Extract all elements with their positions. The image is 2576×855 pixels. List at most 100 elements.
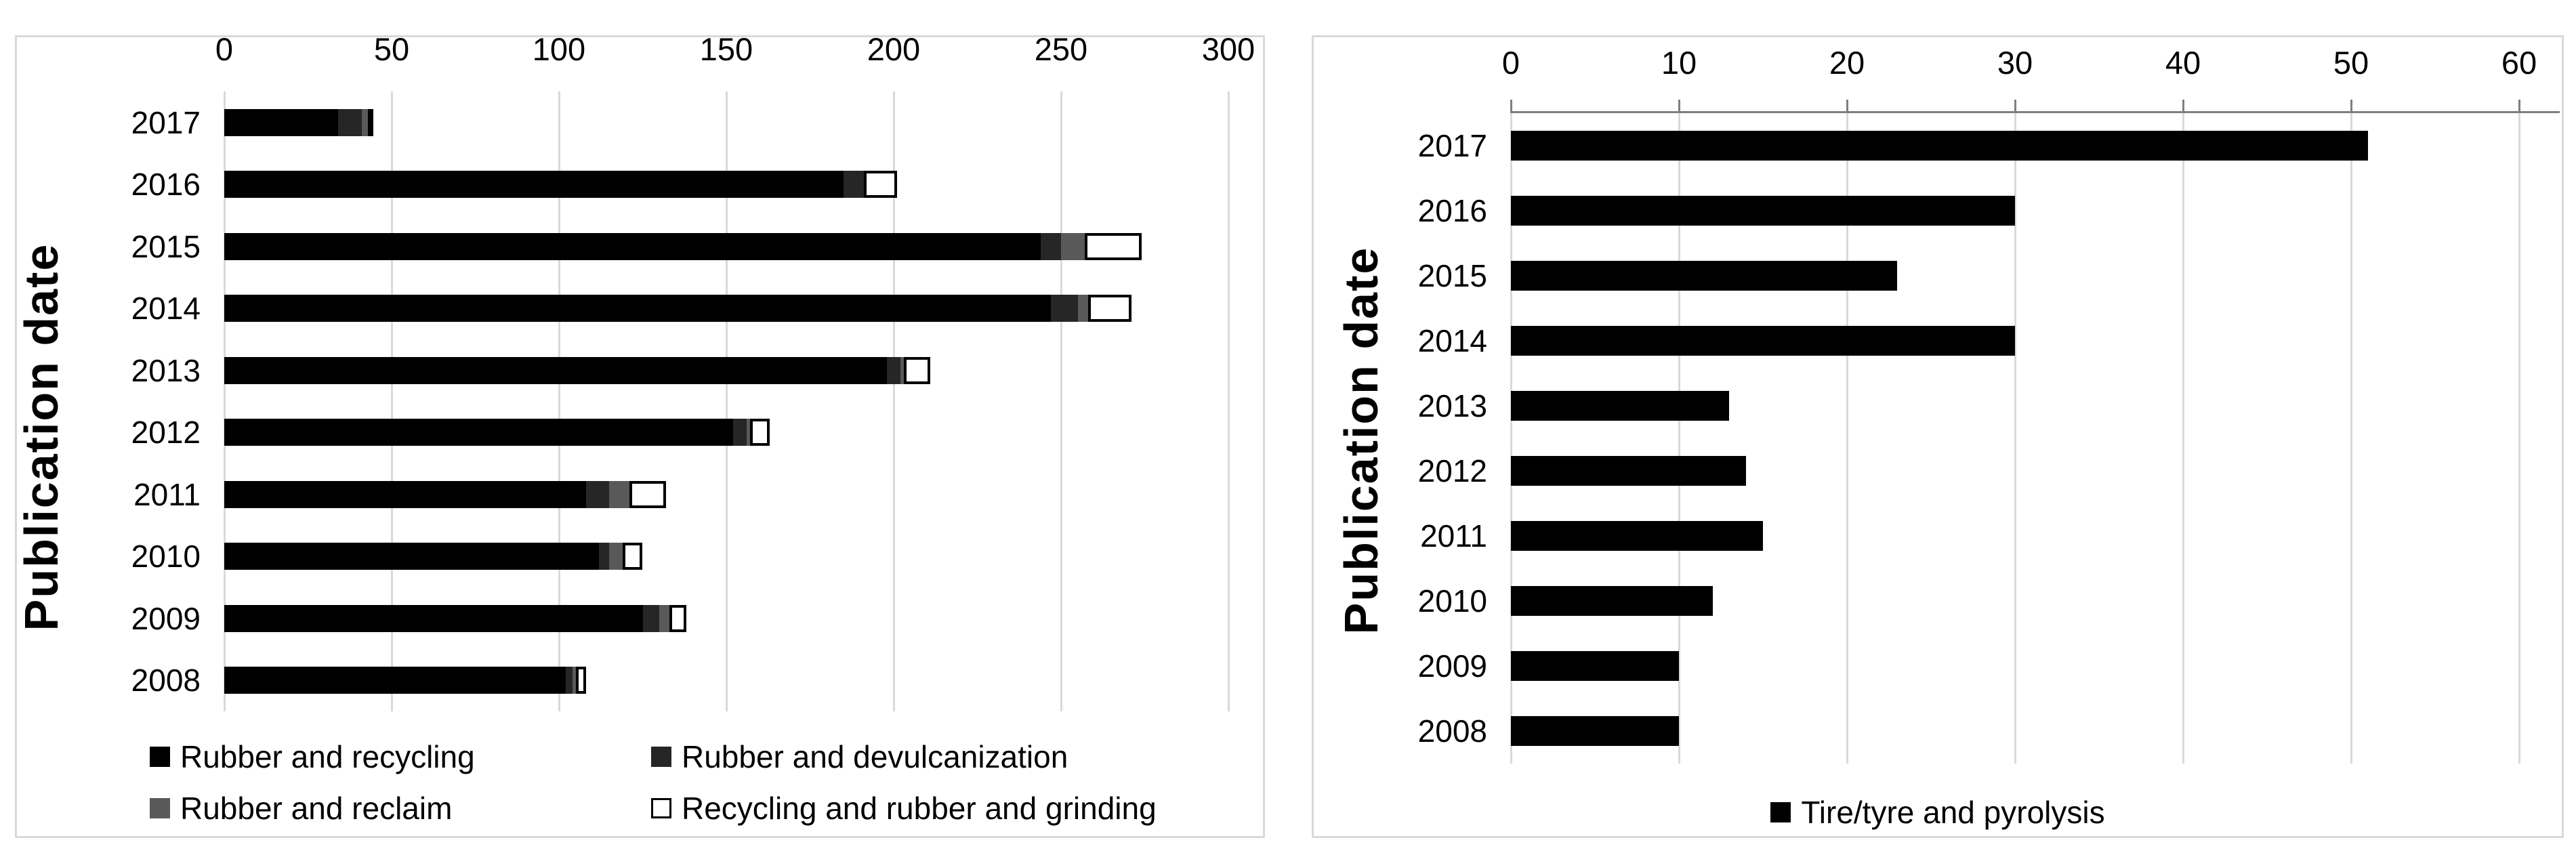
gridline: [1678, 113, 1680, 764]
year-label: 2008: [1417, 713, 1487, 749]
year-label: 2014: [1417, 323, 1487, 358]
x-tick-label: 50: [373, 31, 410, 67]
x-tick-mark: [2014, 100, 2016, 112]
x-tick-label: 0: [215, 31, 234, 67]
year-label: 2009: [1417, 648, 1487, 684]
bar-segment-tire-tyre-and-pyrolysis: [1511, 651, 1679, 681]
x-tick-mark: [2182, 100, 2184, 112]
bar-segment-rubber-and-reclaim: [1061, 232, 1085, 260]
bar-segment-rubber-and-devulcanization: [1041, 232, 1061, 260]
year-label: 2016: [131, 167, 201, 203]
year-label: 2015: [1417, 258, 1487, 293]
x-tick-label: 30: [1997, 45, 2033, 81]
bar-segment-rubber-and-devulcanization: [843, 171, 864, 199]
bar-segment-recycling-and-rubber-and-grinding: [903, 356, 931, 384]
year-label: 2011: [133, 476, 201, 512]
legend-label: Recycling and rubber and grinding: [682, 791, 1157, 826]
bar-segment-rubber-and-recycling: [224, 171, 844, 199]
year-label: 2011: [1420, 518, 1487, 554]
bar-segment-recycling-and-rubber-and-grinding: [622, 543, 643, 570]
year-label: 2013: [131, 352, 201, 388]
gridline: [1227, 91, 1230, 711]
x-tick-label: 40: [2165, 45, 2201, 81]
legend-item-tire-tyre-and-pyrolysis: Tire/tyre and pyrolysis: [1770, 795, 2105, 830]
gridline: [1060, 91, 1062, 711]
bar-segment-tire-tyre-and-pyrolysis: [1511, 131, 2368, 161]
right-plot-area: 0 10 20 30 40 50 60 2017 2016 2015 2014 2013 2012 201…: [1418, 45, 2560, 764]
legend-label: Tire/tyre and pyrolysis: [1801, 795, 2105, 830]
legend-item-rubber-and-recycling: Rubber and recycling: [150, 739, 651, 774]
x-tick-label: 60: [2501, 45, 2537, 81]
year-label: 2012: [131, 415, 201, 451]
bar-segment-rubber-and-devulcanization: [887, 356, 900, 384]
bar-segment-rubber-and-reclaim: [609, 543, 623, 570]
x-tick-label: 150: [699, 31, 753, 67]
year-label: 2010: [1417, 583, 1487, 619]
gridline: [1846, 113, 1848, 764]
bar-segment-rubber-and-recycling: [224, 480, 586, 508]
legend-swatch-black-icon: [150, 747, 170, 767]
bar-segment-rubber-and-reclaim: [746, 419, 750, 446]
year-label: 2008: [131, 663, 201, 698]
gridline: [1510, 113, 1512, 764]
bar-segment-rubber-and-recycling: [224, 295, 1052, 322]
year-label: 2017: [131, 104, 201, 140]
bar-segment-tire-tyre-and-pyrolysis: [1511, 326, 2015, 356]
bar-segment-rubber-and-recycling: [224, 604, 643, 632]
x-tick-label: 200: [867, 31, 921, 67]
x-axis-line: [1510, 111, 2560, 113]
bar-segment-rubber-and-recycling: [224, 232, 1041, 260]
bar-segment-rubber-and-recycling: [224, 108, 338, 136]
bar-segment-rubber-and-devulcanization: [1051, 295, 1078, 322]
bar-segment-recycling-and-rubber-and-grinding: [629, 480, 667, 508]
x-tick-mark: [2518, 100, 2520, 112]
bar-segment-rubber-and-devulcanization: [337, 108, 362, 136]
legend-swatch-white-icon: [651, 798, 671, 818]
left-legend: Rubber and recycling Rubber and devulcan…: [150, 739, 1157, 826]
bar-segment-tire-tyre-and-pyrolysis: [1511, 391, 1730, 421]
left-plot-area: 0 50 100 150 200 250 300 2017 2016 2015 2014 2013 20…: [131, 32, 1255, 711]
bar-segment-rubber-and-recycling: [224, 667, 566, 694]
year-label: 2013: [1417, 388, 1487, 423]
x-tick-label: 20: [1829, 45, 1865, 81]
bar-segment-rubber-and-recycling: [224, 543, 600, 570]
bar-segment-recycling-and-rubber-and-grinding: [1084, 232, 1142, 260]
bar-segment-rubber-and-reclaim: [900, 356, 904, 384]
legend-item-recycling-and-rubber-and-grinding: Recycling and rubber and grinding: [651, 791, 1157, 826]
x-tick-label: 100: [532, 31, 586, 67]
legend-swatch-gray-icon: [150, 798, 170, 818]
bar-segment-rubber-and-devulcanization: [642, 604, 660, 632]
x-tick-mark: [1678, 100, 1680, 112]
year-label: 2016: [1417, 193, 1487, 228]
gridline: [558, 91, 560, 711]
year-label: 2010: [131, 539, 201, 575]
bar-segment-tire-tyre-and-pyrolysis: [1511, 196, 2015, 226]
right-legend: Tire/tyre and pyrolysis: [1314, 795, 2562, 830]
bar-segment-rubber-and-reclaim: [572, 667, 576, 694]
bar-segment-rubber-and-devulcanization: [732, 419, 747, 446]
bar-segment-rubber-and-recycling: [224, 419, 733, 446]
x-tick-label: 10: [1661, 45, 1697, 81]
bar-segment-tire-tyre-and-pyrolysis: [1511, 261, 1898, 291]
year-label: 2009: [131, 600, 201, 636]
bar-segment-recycling-and-rubber-and-grinding: [669, 604, 686, 632]
legend-label: Rubber and reclaim: [180, 791, 453, 826]
legend-label: Rubber and recycling: [180, 739, 475, 774]
bar-segment-recycling-and-rubber-and-grinding: [368, 108, 374, 136]
year-label: 2014: [131, 291, 201, 327]
bar-segment-rubber-and-recycling: [224, 356, 888, 384]
right-y-axis-title: Publication date: [1335, 246, 1388, 635]
gridline: [2182, 113, 2184, 764]
gridline: [223, 91, 226, 711]
bar-segment-tire-tyre-and-pyrolysis: [1511, 521, 1763, 551]
bar-segment-tire-tyre-and-pyrolysis: [1511, 586, 1713, 616]
bar-segment-recycling-and-rubber-and-grinding: [749, 419, 770, 446]
x-tick-label: 250: [1034, 31, 1088, 67]
gridline: [2014, 113, 2016, 764]
year-label: 2017: [1417, 128, 1487, 163]
gridline: [2350, 113, 2352, 764]
bar-segment-rubber-and-reclaim: [1077, 295, 1088, 322]
left-chart-panel: Publication date 0 50 100 150 200 250 300 2017 2…: [15, 32, 1265, 838]
legend-swatch-dark-gray-icon: [651, 747, 671, 767]
